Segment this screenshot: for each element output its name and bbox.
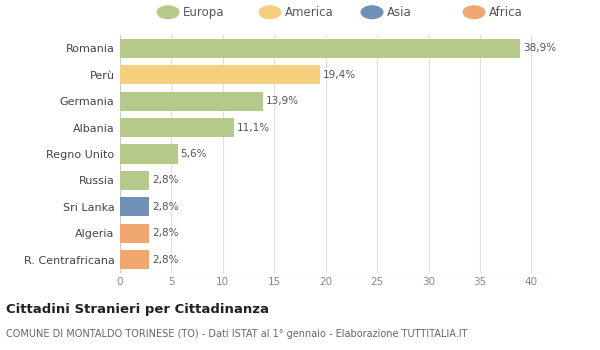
Text: 2,8%: 2,8% [152,228,178,238]
Text: 13,9%: 13,9% [266,96,299,106]
Text: Europa: Europa [183,6,224,19]
Text: 2,8%: 2,8% [152,202,178,212]
Bar [120,197,149,216]
Bar [120,65,320,84]
Text: 38,9%: 38,9% [523,43,556,53]
Text: COMUNE DI MONTALDO TORINESE (TO) - Dati ISTAT al 1° gennaio - Elaborazione TUTTI: COMUNE DI MONTALDO TORINESE (TO) - Dati … [6,329,467,339]
Text: 5,6%: 5,6% [181,149,207,159]
Text: 19,4%: 19,4% [323,70,356,80]
Bar [120,171,149,190]
Text: Cittadini Stranieri per Cittadinanza: Cittadini Stranieri per Cittadinanza [6,303,269,316]
Text: 2,8%: 2,8% [152,175,178,186]
Text: Africa: Africa [489,6,523,19]
Bar [120,145,178,163]
Bar [120,118,234,137]
Text: America: America [285,6,334,19]
Text: 2,8%: 2,8% [152,255,178,265]
Bar [120,92,263,111]
Bar [120,224,149,243]
Bar [120,250,149,269]
Bar [120,39,520,58]
Text: 11,1%: 11,1% [237,122,271,133]
Text: Asia: Asia [387,6,412,19]
